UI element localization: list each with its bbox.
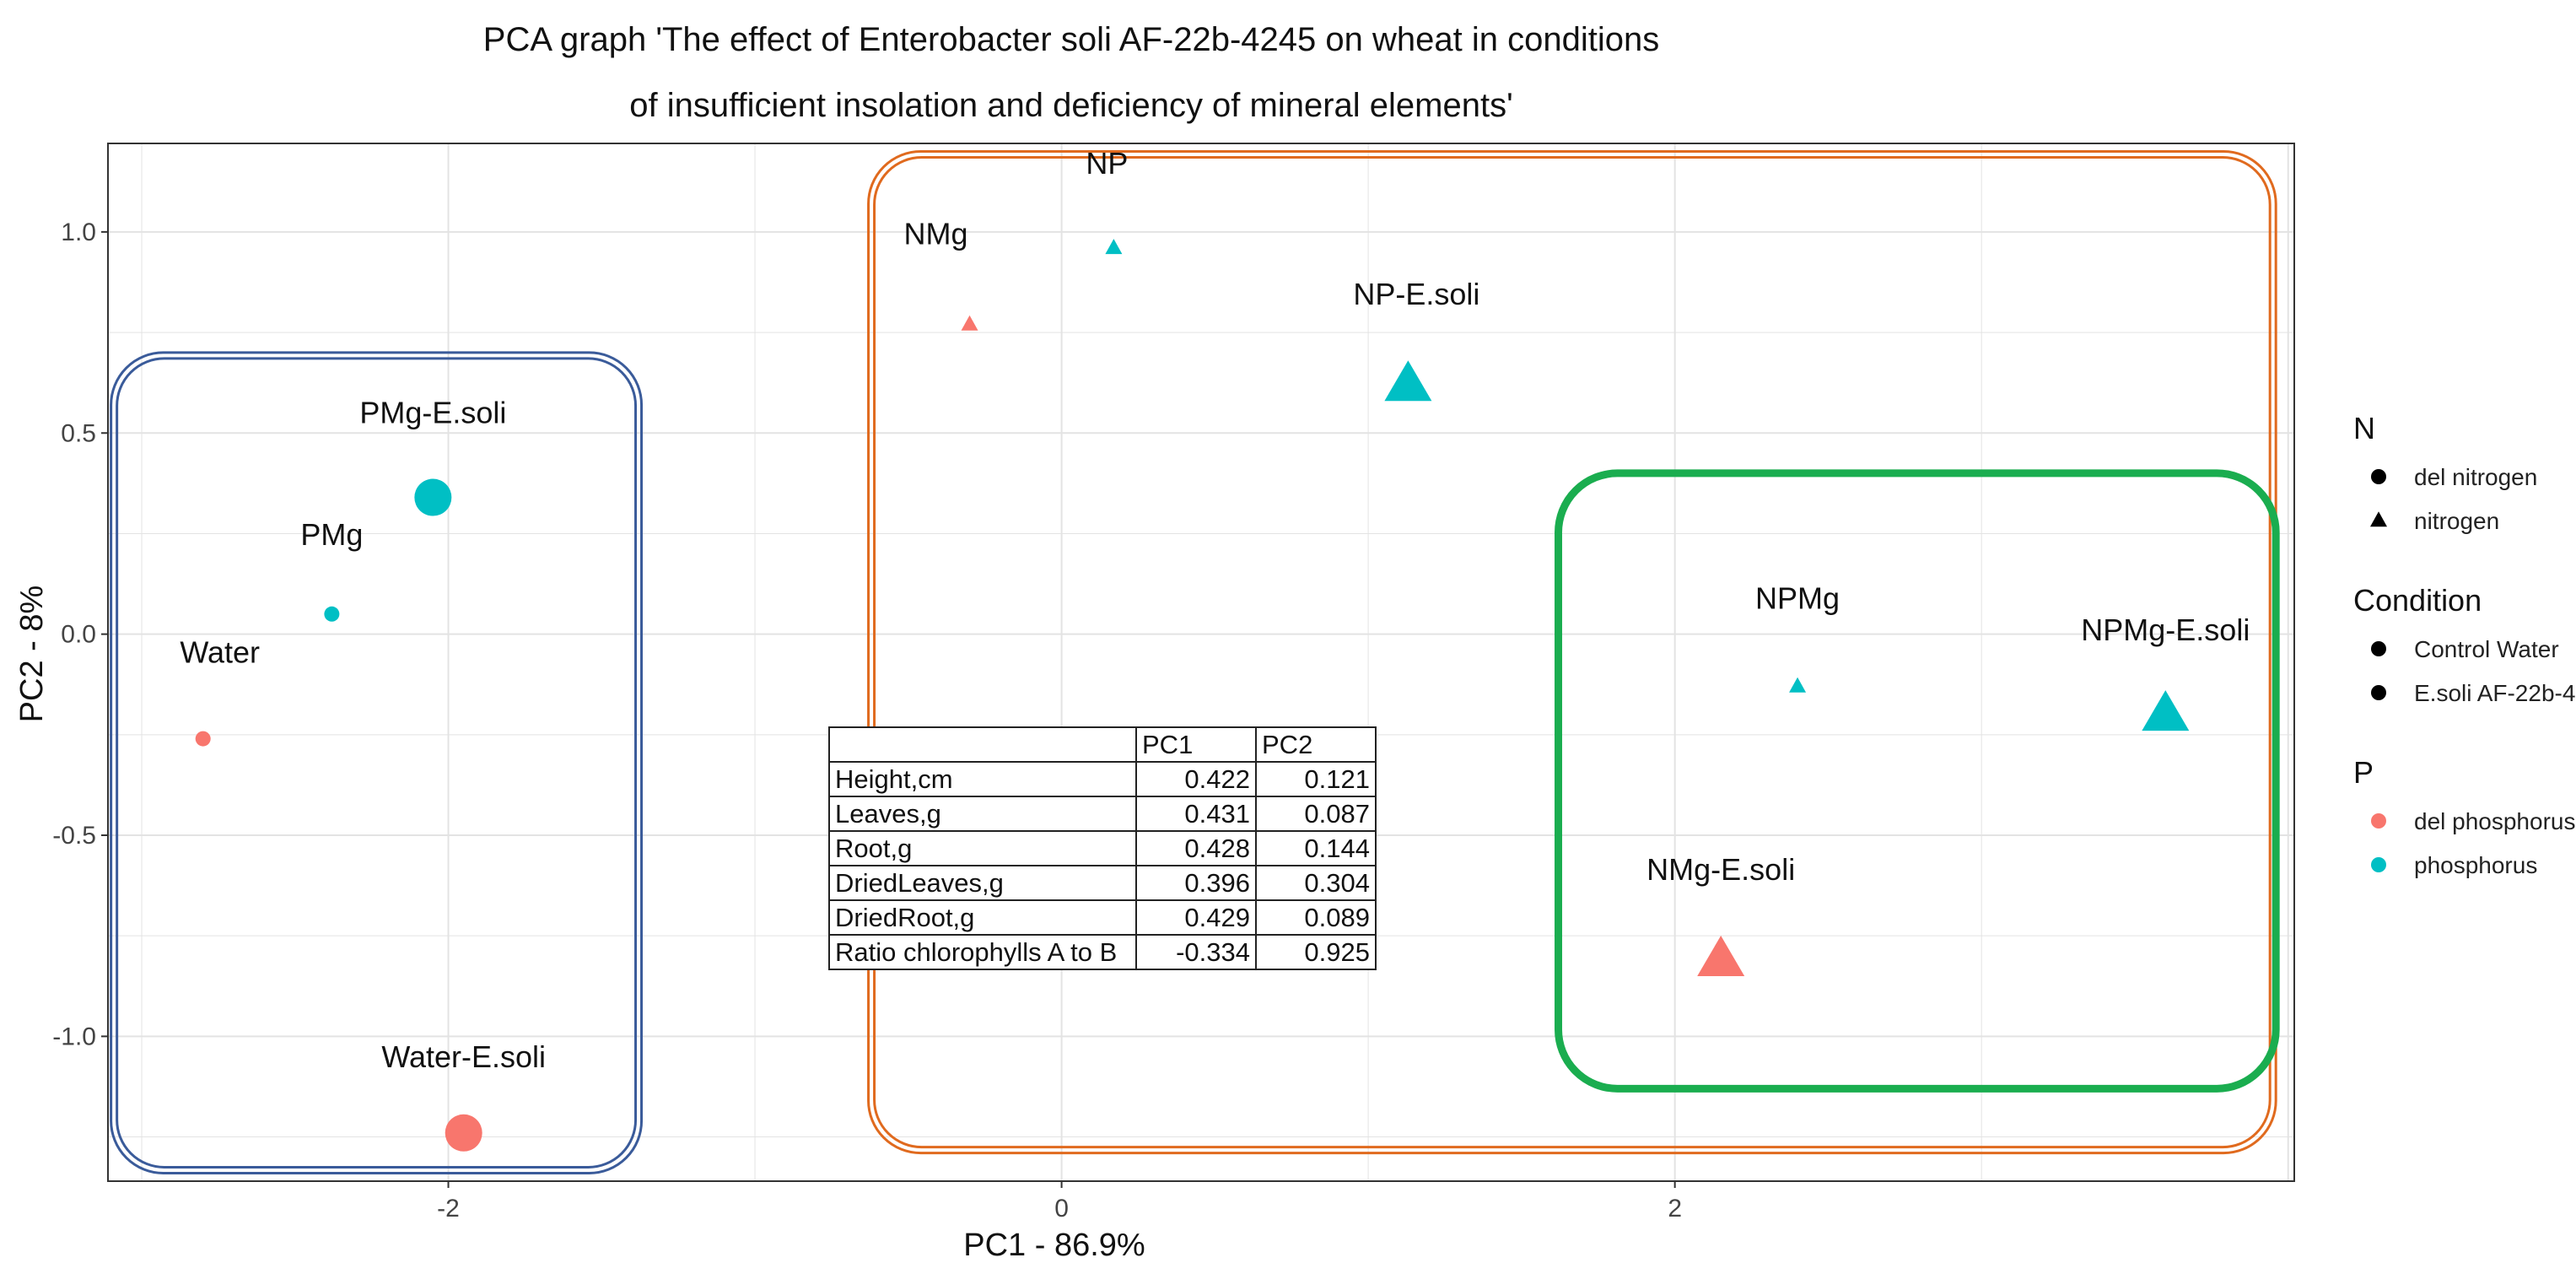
- x-tick-label: -2: [437, 1195, 460, 1223]
- y-tick-label: 1.0: [61, 219, 96, 246]
- data-point: [195, 731, 211, 747]
- loadings-variable: Height,cm: [828, 761, 1137, 797]
- data-points: [195, 239, 2190, 1152]
- point-label: PMg: [300, 517, 363, 552]
- blue-group-outline-outer: [110, 351, 644, 1174]
- loadings-pc1-value: -0.334: [1135, 934, 1257, 970]
- loadings-row: Leaves,g 0.431 0.087: [828, 796, 1377, 832]
- x-axis-label: PC1 - 86.9%: [963, 1228, 1145, 1263]
- loadings-pc2-value: 0.089: [1255, 899, 1377, 936]
- orange-group-outline-outer: [867, 150, 2277, 1155]
- legend-item-label: Control Water: [2414, 636, 2559, 662]
- chart-title-line-2: of insufficient insolation and deficienc…: [629, 87, 1512, 124]
- y-axis-label: PC2 - 8%: [14, 586, 50, 723]
- point-label: NP: [1086, 146, 1128, 181]
- legend-title: P: [2353, 755, 2374, 790]
- point-label: NMg: [904, 217, 968, 251]
- group-outlines: [110, 150, 2280, 1174]
- orange-group-outline-inner: [873, 156, 2272, 1149]
- loadings-variable: Ratio chlorophylls A to B: [828, 934, 1137, 970]
- data-point: [1789, 677, 1807, 693]
- x-tick-label: 0: [1054, 1195, 1069, 1223]
- y-tick-label: -0.5: [52, 822, 96, 850]
- point-label: Water: [180, 635, 260, 670]
- loadings-pc2-value: 0.144: [1255, 830, 1377, 866]
- loadings-row: Root,g 0.428 0.144: [828, 830, 1377, 866]
- loadings-table: PC1 PC2 Height,cm 0.422 0.121 Leaves,g 0…: [828, 726, 1377, 970]
- point-label: PMg-E.soli: [359, 396, 506, 430]
- point-label: NPMg: [1755, 581, 1840, 616]
- legend-item-label: phosphorus: [2414, 852, 2537, 878]
- loadings-variable: DriedLeaves,g: [828, 865, 1137, 901]
- loadings-pc1-value: 0.429: [1135, 899, 1257, 936]
- legend-key: [2371, 641, 2386, 656]
- legend-item-label: E.soli AF-22b-4245: [2414, 680, 2576, 706]
- loadings-row: Height,cm 0.422 0.121: [828, 761, 1377, 797]
- green-group-outline: [1555, 469, 2280, 1093]
- data-point: [445, 1114, 482, 1152]
- loadings-pc1-value: 0.422: [1135, 761, 1257, 797]
- plot-panel-border: [107, 143, 2295, 1182]
- loadings-variable: Leaves,g: [828, 796, 1137, 832]
- legend-title: N: [2353, 411, 2375, 445]
- legend-item-label: nitrogen: [2414, 508, 2499, 534]
- legend-title: Condition: [2353, 583, 2482, 618]
- loadings-row: Ratio chlorophylls A to B -0.334 0.925: [828, 934, 1377, 970]
- legend-key: [2371, 469, 2386, 484]
- loadings-pc2-value: 0.121: [1255, 761, 1377, 797]
- point-label: NPMg-E.soli: [2081, 613, 2250, 647]
- chart-title-line-1: PCA graph 'The effect of Enterobacter so…: [483, 21, 1659, 58]
- legend-key: [2370, 511, 2387, 527]
- loadings-variable: Root,g: [828, 830, 1137, 866]
- loadings-pc2-value: 0.087: [1255, 796, 1377, 832]
- data-point: [1697, 935, 1745, 976]
- legend-key: [2371, 685, 2386, 700]
- legend-key: [2371, 813, 2386, 829]
- legend-item-label: del phosphorus: [2414, 808, 2575, 834]
- loadings-pc1-value: 0.396: [1135, 865, 1257, 901]
- legend-item-label: del nitrogen: [2414, 464, 2537, 490]
- data-point: [2142, 690, 2190, 731]
- loadings-pc2-value: 0.304: [1255, 865, 1377, 901]
- blue-group-outline-inner: [116, 357, 638, 1169]
- y-tick-label: -1.0: [52, 1023, 96, 1050]
- loadings-variable: DriedRoot,g: [828, 899, 1137, 936]
- y-tick-label: 0.5: [61, 419, 96, 447]
- loadings-header-variable: [828, 726, 1137, 763]
- loadings-pc1-value: 0.428: [1135, 830, 1257, 866]
- legend-key: [2371, 857, 2386, 872]
- loadings-header-pc1: PC1: [1135, 726, 1257, 763]
- x-tick-label: 2: [1668, 1195, 1682, 1223]
- loadings-pc1-value: 0.431: [1135, 796, 1257, 832]
- point-labels: Water Water-E.soli PMg PMg-E.soli NMg NP NP-E.…: [180, 146, 2250, 1074]
- axis-ticks: -2 0 2 1.0 0.5 0.0 -0.5 -1.0: [52, 219, 1682, 1223]
- point-label: NMg-E.soli: [1646, 852, 1795, 887]
- data-point: [961, 315, 978, 331]
- data-point: [324, 606, 340, 622]
- point-label: Water-E.soli: [381, 1039, 546, 1074]
- point-label: NP-E.soli: [1353, 277, 1479, 311]
- y-tick-label: 0.0: [61, 621, 96, 649]
- data-point: [1384, 360, 1432, 402]
- data-point: [1105, 239, 1123, 255]
- loadings-row: DriedRoot,g 0.429 0.089: [828, 899, 1377, 936]
- grid: [108, 143, 2294, 1181]
- loadings-header-pc2: PC2: [1255, 726, 1377, 763]
- loadings-pc2-value: 0.925: [1255, 934, 1377, 970]
- loadings-row: DriedLeaves,g 0.396 0.304: [828, 865, 1377, 901]
- data-point: [414, 478, 452, 516]
- loadings-header-row: PC1 PC2: [828, 726, 1377, 763]
